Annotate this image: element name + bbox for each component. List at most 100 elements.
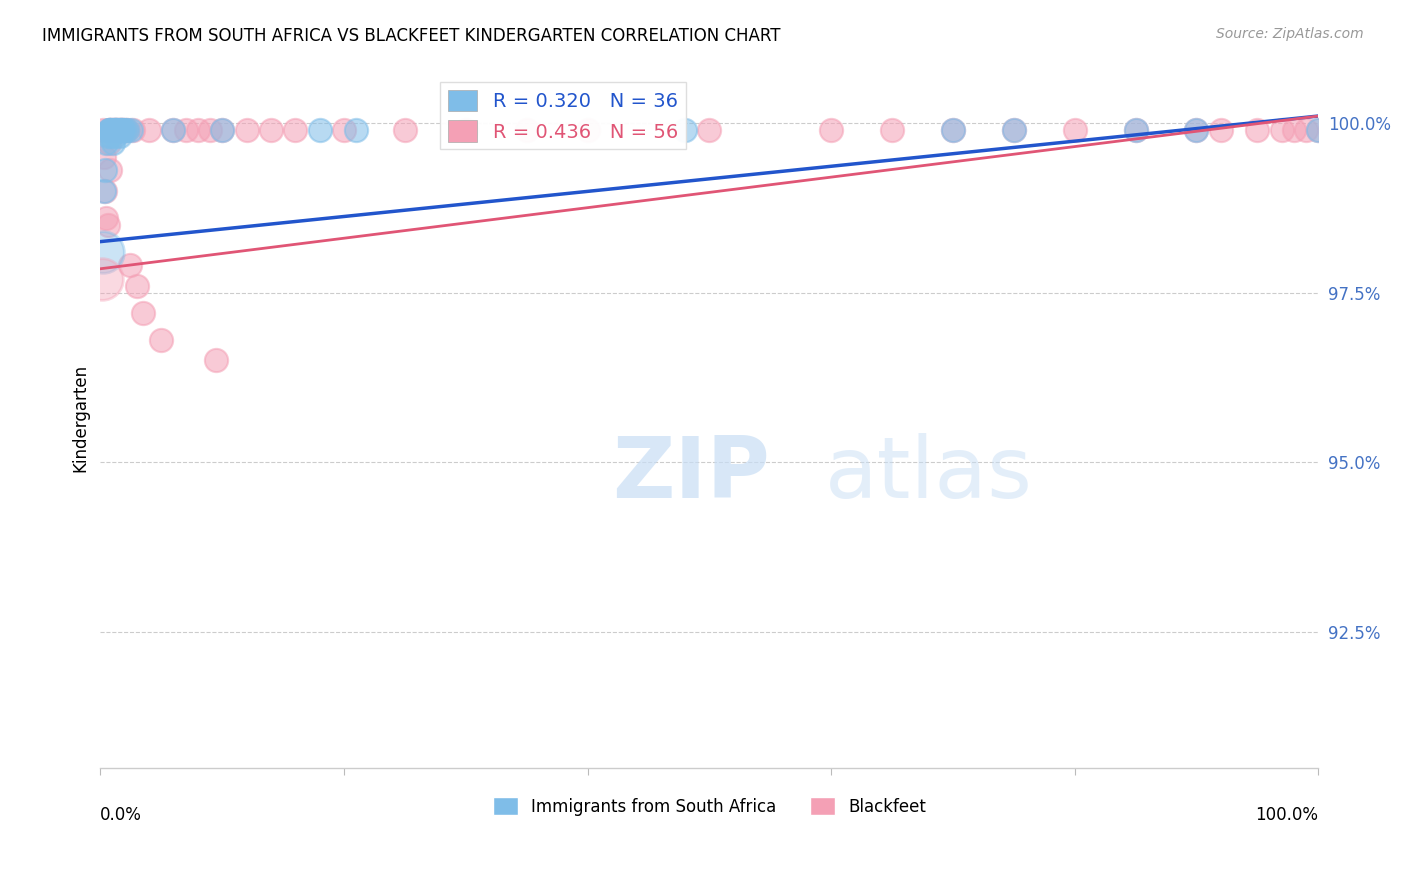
Point: [454, 122, 477, 136]
Point: [108, 122, 131, 136]
Point: [101, 122, 124, 136]
Point: [110, 122, 132, 136]
Point: [110, 122, 132, 136]
Point: [308, 122, 330, 136]
Point: [97, 122, 120, 136]
Point: [1002, 122, 1025, 136]
Point: [174, 122, 197, 136]
Point: [97, 122, 120, 136]
Point: [1185, 122, 1208, 136]
Point: [108, 129, 131, 144]
Y-axis label: Kindergarten: Kindergarten: [72, 364, 89, 472]
Text: 100.0%: 100.0%: [1256, 806, 1319, 824]
Point: [104, 122, 127, 136]
Text: ZIP: ZIP: [612, 433, 769, 516]
Point: [111, 122, 134, 136]
Point: [576, 122, 599, 136]
Point: [211, 122, 233, 136]
Point: [96, 211, 118, 225]
Point: [333, 122, 356, 136]
Point: [103, 122, 125, 136]
Text: IMMIGRANTS FROM SOUTH AFRICA VS BLACKFEET KINDERGARTEN CORRELATION CHART: IMMIGRANTS FROM SOUTH AFRICA VS BLACKFEE…: [42, 27, 780, 45]
Point: [1295, 122, 1317, 136]
Text: Source: ZipAtlas.com: Source: ZipAtlas.com: [1216, 27, 1364, 41]
Point: [112, 122, 135, 136]
Point: [115, 122, 138, 136]
Point: [118, 259, 141, 273]
Point: [98, 122, 121, 136]
Point: [90, 272, 112, 286]
Point: [101, 122, 124, 136]
Point: [1063, 122, 1085, 136]
Point: [107, 122, 129, 136]
Point: [162, 122, 184, 136]
Point: [100, 129, 122, 144]
Point: [344, 122, 367, 136]
Point: [105, 122, 128, 136]
Point: [103, 122, 125, 136]
Point: [91, 244, 114, 259]
Point: [1185, 122, 1208, 136]
Point: [97, 129, 120, 144]
Point: [93, 150, 115, 164]
Point: [94, 184, 117, 198]
Point: [114, 122, 136, 136]
Point: [97, 122, 120, 136]
Point: [235, 122, 257, 136]
Point: [1002, 122, 1025, 136]
Point: [211, 122, 233, 136]
Point: [673, 122, 696, 136]
Point: [108, 122, 131, 136]
Point: [122, 122, 145, 136]
Point: [138, 122, 160, 136]
Point: [260, 122, 283, 136]
Text: atlas: atlas: [825, 433, 1033, 516]
Point: [880, 122, 903, 136]
Point: [93, 184, 115, 198]
Point: [104, 122, 127, 136]
Point: [1271, 122, 1294, 136]
Point: [162, 122, 184, 136]
Point: [1209, 122, 1232, 136]
Point: [132, 306, 155, 320]
Point: [107, 122, 129, 136]
Point: [394, 122, 416, 136]
Point: [125, 278, 148, 293]
Point: [97, 218, 120, 232]
Point: [1282, 122, 1305, 136]
Point: [1125, 122, 1147, 136]
Point: [820, 122, 842, 136]
Point: [104, 129, 127, 144]
Point: [1246, 122, 1268, 136]
Point: [100, 122, 122, 136]
Point: [107, 122, 129, 136]
Point: [198, 122, 221, 136]
Point: [96, 136, 118, 151]
Point: [107, 122, 129, 136]
Point: [1125, 122, 1147, 136]
Point: [100, 122, 122, 136]
Point: [1308, 122, 1330, 136]
Point: [98, 163, 121, 178]
Point: [115, 122, 138, 136]
Point: [942, 122, 965, 136]
Point: [114, 122, 136, 136]
Point: [111, 122, 134, 136]
Point: [205, 353, 228, 368]
Point: [120, 122, 142, 136]
Point: [150, 333, 173, 347]
Point: [97, 136, 120, 151]
Point: [697, 122, 720, 136]
Text: 0.0%: 0.0%: [100, 806, 142, 824]
Point: [942, 122, 965, 136]
Point: [94, 163, 117, 178]
Point: [112, 122, 135, 136]
Legend: Immigrants from South Africa, Blackfeet: Immigrants from South Africa, Blackfeet: [486, 791, 932, 822]
Point: [101, 136, 124, 151]
Point: [105, 122, 128, 136]
Point: [1308, 122, 1330, 136]
Point: [91, 122, 114, 136]
Point: [516, 122, 538, 136]
Point: [187, 122, 209, 136]
Point: [105, 122, 128, 136]
